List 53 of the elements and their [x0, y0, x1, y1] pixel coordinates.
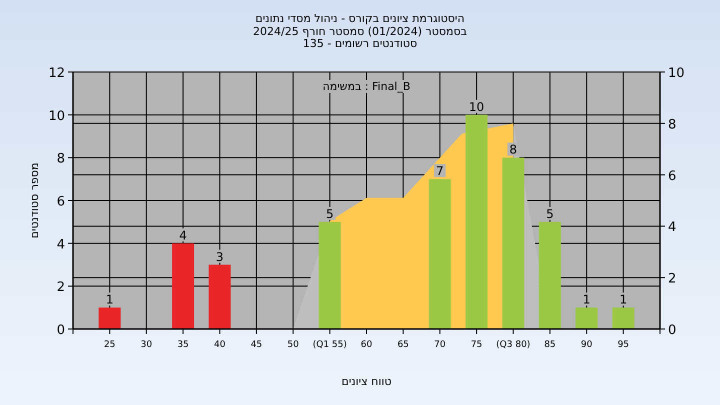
data-label: 5	[326, 206, 334, 221]
x-tick-label: (Q1 55)	[312, 340, 347, 350]
data-label: 3	[216, 250, 224, 264]
x-tick-label: 60	[360, 340, 372, 350]
data-label: 1	[106, 292, 114, 307]
data-label: 8	[509, 142, 518, 157]
y2-tick-label: 6	[668, 168, 676, 184]
y-tick-label: 0	[56, 323, 65, 338]
bar	[612, 308, 634, 329]
annotation: במשימה : Final_B	[322, 80, 410, 93]
x-tick-label: 65	[397, 340, 409, 350]
bar	[172, 243, 194, 329]
x-axis-title: טווח ציונים	[342, 375, 392, 388]
data-label: 1	[619, 292, 628, 307]
x-tick-label: 50	[287, 340, 300, 350]
x-tick-label: 40	[214, 340, 226, 350]
data-label: 1	[582, 292, 590, 307]
x-tick-label: 85	[544, 340, 556, 350]
bar	[428, 179, 451, 329]
bar	[466, 114, 488, 329]
y-tick-label: 2	[56, 280, 65, 296]
x-tick-label: 75	[470, 340, 482, 350]
data-label: 5	[546, 206, 554, 221]
x-tick-label: 25	[104, 340, 116, 350]
bar	[502, 158, 524, 329]
data-label: 10	[468, 100, 484, 114]
y-tick-label: 10	[48, 108, 65, 124]
chart-title: היסטוגרמת ציונים בקורס - ניהול מסדי נתונים	[255, 12, 465, 25]
data-label: 4	[179, 228, 187, 242]
y2-tick-label: 2	[668, 272, 676, 287]
x-tick-label: 70	[434, 340, 446, 350]
bar	[538, 222, 561, 329]
x-tick-label: 35	[177, 340, 189, 350]
x-tick-label: 45	[250, 340, 262, 350]
x-tick-label: 30	[140, 340, 152, 350]
x-tick-label: (Q3 80)	[496, 340, 530, 350]
chart-subtitle: בסמסטר (01/2024) סמסטר חורף 2024/25 סטודנטים רשומים - 135	[253, 25, 467, 50]
y-tick-label: 6	[56, 194, 65, 210]
y2-tick-label: 4	[668, 220, 676, 236]
y-tick-label: 8	[56, 152, 65, 167]
y2-tick-label: 0	[668, 323, 676, 338]
bar	[98, 308, 121, 329]
x-tick-label: 95	[618, 340, 630, 350]
y-tick-label: 4	[56, 237, 65, 252]
bar	[576, 308, 598, 329]
data-label: 7	[436, 164, 444, 178]
y-axis-title: מספר סטודנטים	[28, 162, 41, 238]
y2-tick-label: 10	[668, 66, 685, 81]
x-tick-label: 90	[580, 340, 593, 350]
y2-tick-label: 8	[668, 117, 676, 132]
bar	[318, 222, 341, 329]
y-tick-label: 12	[48, 66, 65, 81]
bar	[208, 264, 231, 329]
